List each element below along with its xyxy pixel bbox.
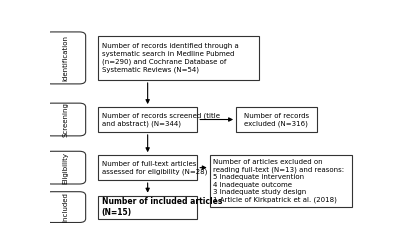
FancyBboxPatch shape xyxy=(98,196,197,219)
Text: Number of full-text articles
assessed for eligibility (N=28): Number of full-text articles assessed fo… xyxy=(102,161,207,175)
FancyBboxPatch shape xyxy=(210,155,352,207)
FancyBboxPatch shape xyxy=(45,151,86,184)
FancyBboxPatch shape xyxy=(98,36,259,80)
Text: Number of included articles
(N=15): Number of included articles (N=15) xyxy=(102,197,222,217)
FancyBboxPatch shape xyxy=(45,103,86,136)
FancyBboxPatch shape xyxy=(45,192,86,222)
FancyBboxPatch shape xyxy=(98,107,197,132)
Text: Number of records identified through a
systematic search in Medline Pubmed
(n=29: Number of records identified through a s… xyxy=(102,43,238,73)
FancyBboxPatch shape xyxy=(98,155,197,180)
Text: Identification: Identification xyxy=(62,35,68,81)
FancyBboxPatch shape xyxy=(236,107,317,132)
Text: Eligibility: Eligibility xyxy=(62,152,68,184)
Text: Screening: Screening xyxy=(62,102,68,137)
FancyBboxPatch shape xyxy=(45,32,86,84)
Text: Number of records screened (title
and abstract) (N=344): Number of records screened (title and ab… xyxy=(102,112,220,127)
Text: Included: Included xyxy=(62,192,68,222)
Text: Number of records
excluded (N=316): Number of records excluded (N=316) xyxy=(244,112,309,126)
Text: Number of articles excluded on
reading full-text (N=13) and reasons:
5 Inadequat: Number of articles excluded on reading f… xyxy=(213,159,344,203)
